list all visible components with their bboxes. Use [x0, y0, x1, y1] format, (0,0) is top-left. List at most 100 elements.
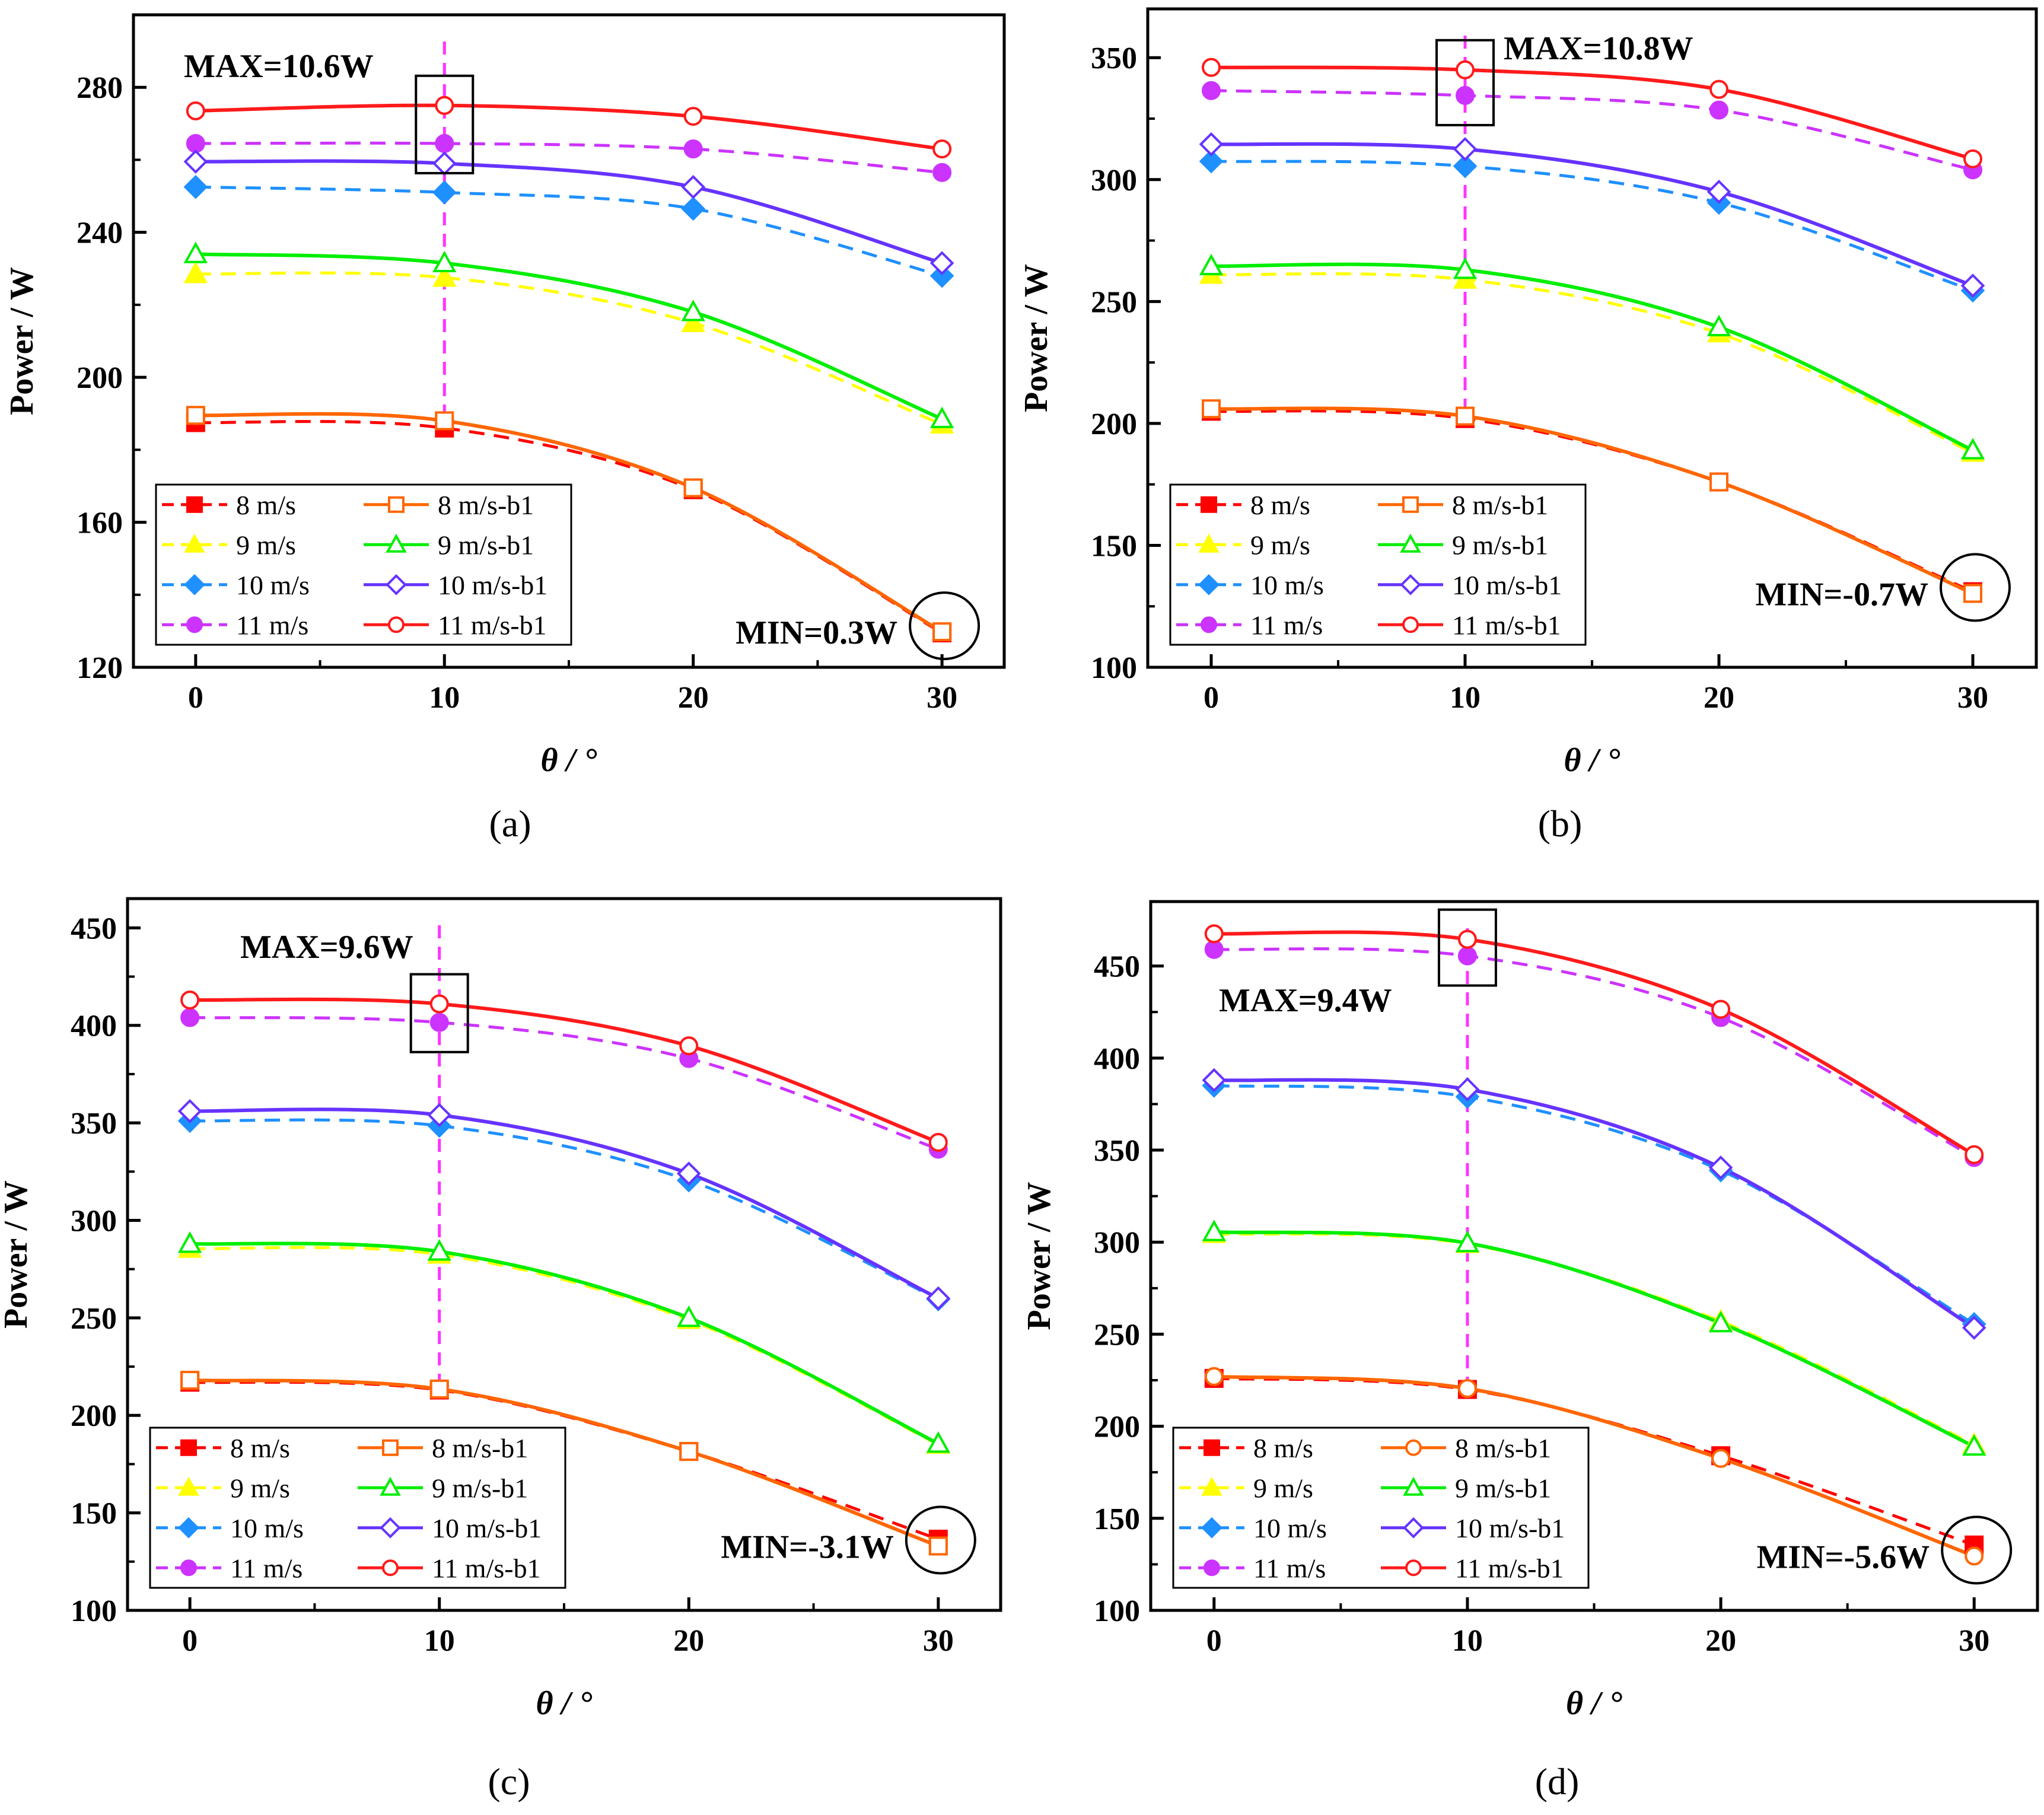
legend-label-11b: 11 m/s-b1	[1452, 610, 1561, 640]
y-tick-label: 300	[71, 1204, 117, 1238]
legend-marker-10b	[386, 574, 407, 596]
max-highlight-box	[415, 74, 475, 174]
data-point-9b	[1455, 1230, 1480, 1253]
legend-marker-10	[184, 574, 205, 596]
data-point-11	[186, 133, 205, 153]
x-tick-label: 0	[182, 1624, 198, 1658]
series-line-11b	[190, 997, 939, 1144]
max-annotation: MAX=9.6W	[240, 929, 413, 966]
legend-label-9b: 9 m/s-b1	[1455, 1473, 1551, 1503]
legend-frame	[149, 1426, 566, 1589]
y-tick-label: 100	[71, 1594, 117, 1628]
y-axis-label: Power / W	[4, 267, 40, 415]
legend-marker-9	[1201, 1476, 1222, 1496]
max-annotation: MAX=10.8W	[1504, 30, 1693, 67]
x-tick-label: 0	[1206, 1624, 1222, 1658]
data-point-8b	[435, 411, 454, 431]
data-point-10b	[183, 149, 208, 174]
x-axis-label: θ / °	[1566, 1685, 1623, 1722]
data-point-9b	[926, 1431, 951, 1453]
legend-marker-11b	[388, 616, 405, 633]
y-tick-label: 400	[1094, 1042, 1140, 1076]
data-point-10b	[177, 1099, 202, 1123]
legend-marker-8b	[1402, 496, 1419, 513]
x-tick-label: 10	[1450, 681, 1481, 715]
data-point-9b	[1962, 1434, 1986, 1456]
data-point-9	[183, 262, 208, 284]
series-line-9b	[1214, 1230, 1975, 1448]
data-point-10b	[1962, 1316, 1986, 1340]
data-point-9	[432, 265, 457, 287]
data-point-9b	[1453, 257, 1478, 279]
y-tick-label: 400	[71, 1010, 117, 1043]
max-highlight-box	[1437, 908, 1497, 987]
legend-label-9b: 9 m/s-b1	[438, 530, 534, 560]
data-point-10b	[1199, 132, 1224, 157]
x-tick-label: 10	[1452, 1624, 1483, 1658]
data-point-8b	[429, 1379, 449, 1399]
chart-panel-c: 100 150 200 250 300 350 400 450 0 10 20 30 θ / ° Powe…	[0, 897, 1002, 1803]
data-point-10	[432, 180, 457, 205]
chart-panel-d: 100 150 200 250 300 350 400 450 0 10 20 30 θ / ° Powe…	[1021, 900, 2039, 1803]
series-line-8b	[195, 412, 943, 633]
y-tick-label: 200	[71, 1399, 117, 1433]
legend-marker-9	[178, 1476, 199, 1496]
data-point-11	[1204, 940, 1224, 959]
data-point-10	[681, 196, 706, 221]
data-point-9b	[681, 300, 705, 321]
max-annotation: MAX=9.4W	[1219, 982, 1392, 1019]
series-line-11	[190, 1016, 939, 1151]
data-point-10b	[1202, 1068, 1227, 1093]
y-tick-label: 200	[77, 361, 123, 395]
x-tick-label: 0	[188, 681, 203, 715]
data-point-8b	[928, 1536, 948, 1556]
series-line-10b	[190, 1107, 940, 1300]
y-axis-label: Power / W	[1021, 1182, 1058, 1330]
x-tick-label: 20	[678, 681, 709, 715]
legend-marker-9b	[1400, 533, 1421, 553]
panel-caption: (c)	[488, 1760, 530, 1803]
data-point-11	[429, 1012, 449, 1032]
series-line-11b	[1214, 930, 1975, 1157]
y-tick-label: 200	[1091, 407, 1137, 441]
data-point-8b	[1456, 406, 1475, 426]
data-point-11b	[429, 994, 449, 1014]
panel-caption: (d)	[1535, 1760, 1580, 1803]
data-point-8b	[679, 1442, 699, 1461]
series-line-8b	[1211, 406, 1974, 596]
legend-marker-8	[1201, 496, 1217, 513]
series-line-8b	[1214, 1374, 1975, 1558]
legend-label-8b: 8 m/s-b1	[1452, 490, 1548, 520]
x-tick-label: 20	[1705, 1624, 1736, 1658]
legend-label-10: 10 m/s	[1253, 1513, 1327, 1543]
legend-label-11b: 11 m/s-b1	[438, 610, 547, 640]
series-line-11b	[1211, 65, 1973, 161]
legend-label-8b: 8 m/s-b1	[438, 490, 534, 520]
y-tick-label: 450	[1094, 950, 1140, 984]
y-tick-label: 100	[1094, 1594, 1140, 1628]
series-line-11	[1211, 89, 1973, 171]
legend-marker-11b	[1402, 616, 1419, 633]
legend-frame	[1172, 1426, 1590, 1589]
y-tick-label: 250	[1091, 285, 1137, 319]
data-point-8b	[180, 1371, 200, 1390]
legend-label-11b: 11 m/s-b1	[1455, 1553, 1564, 1583]
legend: 8 m/s 9 m/s 10 m/s 11 m/s 8 m/s-b1 9 m/s-b1 10…	[1172, 1426, 1590, 1589]
data-point-11b	[1709, 79, 1728, 99]
legend-label-10: 10 m/s	[1250, 570, 1324, 600]
legend-label-8: 8 m/s	[1253, 1433, 1313, 1463]
legend-marker-8b	[382, 1439, 399, 1456]
data-point-11b	[435, 95, 454, 115]
series-line-9	[1214, 1232, 1975, 1446]
data-point-9b	[432, 250, 457, 273]
data-point-11b	[1457, 929, 1477, 949]
data-point-8b	[1709, 472, 1728, 492]
legend-label-8b: 8 m/s-b1	[1455, 1433, 1551, 1463]
data-point-11b	[928, 1132, 948, 1152]
legend-marker-9	[184, 533, 205, 553]
data-point-11	[683, 139, 703, 159]
y-tick-label: 350	[1094, 1134, 1140, 1168]
max-highlight-box	[1435, 39, 1495, 126]
legend-marker-10b	[1400, 574, 1421, 596]
y-tick-label: 350	[71, 1107, 117, 1141]
